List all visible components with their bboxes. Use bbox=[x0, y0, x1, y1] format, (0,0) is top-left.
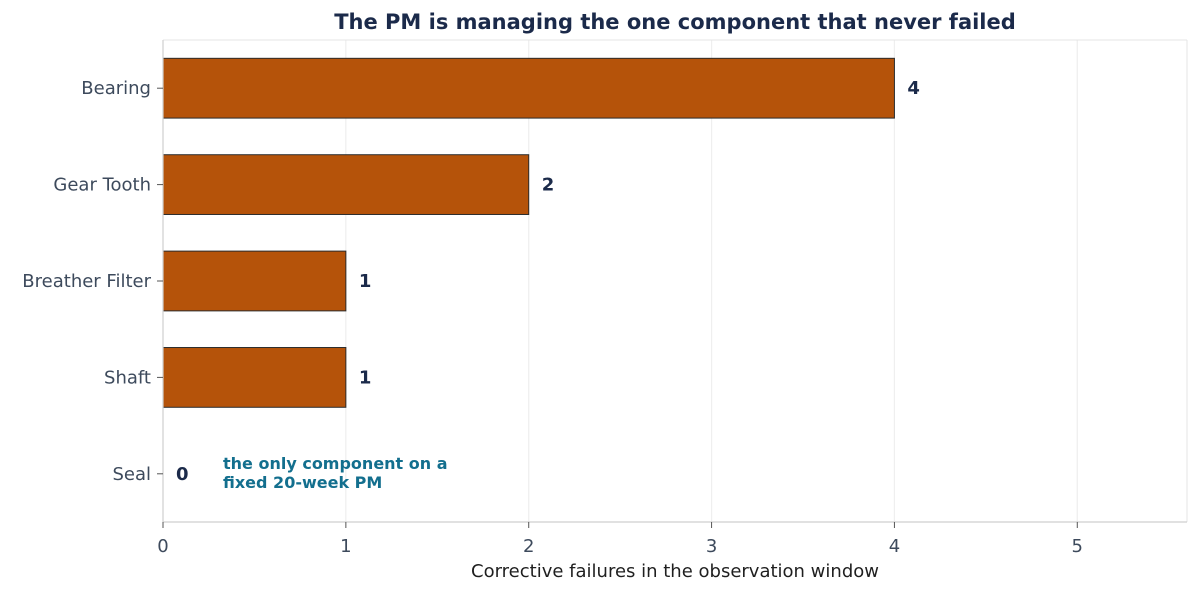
plot-frame bbox=[162, 39, 1188, 523]
value-labels: 4 2 1 1 0 bbox=[176, 78, 920, 485]
bars bbox=[162, 57, 895, 408]
value-label-shaft: 1 bbox=[359, 367, 372, 388]
value-label-breather-filter: 1 bbox=[359, 271, 372, 292]
x-tick-label-3: 3 bbox=[706, 536, 717, 557]
y-tick-label-gear-tooth: Gear Tooth bbox=[53, 175, 151, 196]
chart-title: The PM is managing the one component tha… bbox=[334, 10, 1016, 34]
x-tick-label-1: 1 bbox=[340, 536, 351, 557]
x-tick-label-5: 5 bbox=[1072, 536, 1083, 557]
x-axis-label: Corrective failures in the observation w… bbox=[471, 561, 879, 582]
bar-shaft bbox=[162, 347, 347, 408]
x-tick-label-4: 4 bbox=[889, 536, 900, 557]
bar-bearing bbox=[162, 57, 895, 119]
value-label-bearing: 4 bbox=[907, 78, 920, 99]
x-axis: 0 1 2 3 4 5 bbox=[157, 522, 1083, 557]
value-label-gear-tooth: 2 bbox=[542, 175, 555, 196]
bar-gear-tooth bbox=[162, 154, 530, 215]
y-tick-label-seal: Seal bbox=[112, 464, 151, 485]
y-axis: Bearing Gear Tooth Breather Filter Shaft Sea… bbox=[22, 78, 163, 485]
bar-breather-filter bbox=[162, 250, 347, 312]
x-tick-label-2: 2 bbox=[523, 536, 534, 557]
y-tick-label-shaft: Shaft bbox=[104, 367, 151, 388]
annotation-line-2: fixed 20-week PM bbox=[223, 473, 382, 492]
y-tick-label-breather-filter: Breather Filter bbox=[22, 271, 151, 292]
x-tick-label-0: 0 bbox=[157, 536, 168, 557]
y-tick-label-bearing: Bearing bbox=[81, 78, 151, 99]
annotation-line-1: the only component on a bbox=[223, 454, 448, 473]
value-label-seal: 0 bbox=[176, 464, 189, 485]
